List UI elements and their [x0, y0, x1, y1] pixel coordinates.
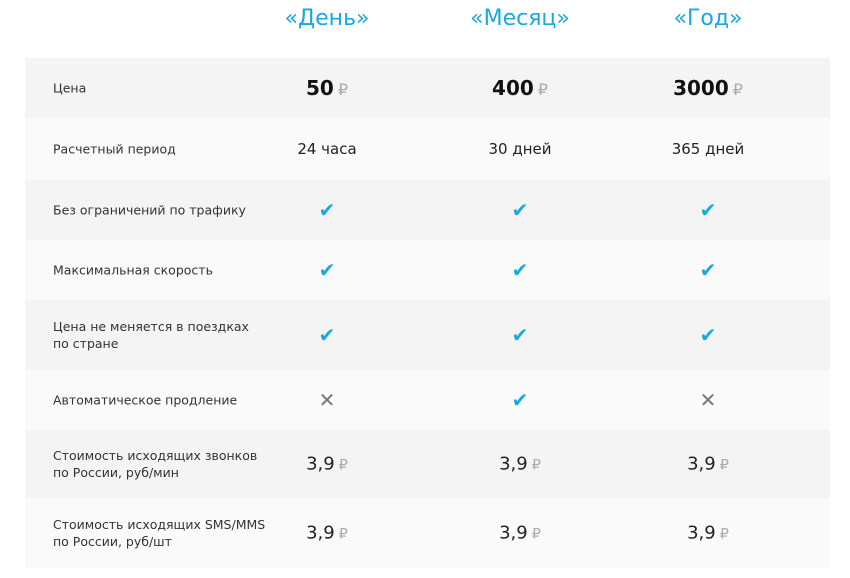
ruble-sign: ₽: [531, 457, 541, 474]
price-value: 400 ₽: [492, 76, 548, 100]
value-text: 50: [305, 76, 334, 100]
plan-month-title: «Месяц»: [470, 6, 570, 31]
price-value: 3,9 ₽: [687, 454, 729, 475]
value-text: 3,9: [687, 453, 716, 475]
value-text: 24 часа: [297, 140, 357, 158]
value-text: 3,9: [499, 453, 528, 475]
check-icon: ✔: [511, 388, 529, 412]
row-label: Стоимость исходящих SMS/MMS по России, р…: [53, 517, 266, 549]
check-icon: ✔: [318, 323, 336, 347]
row-label: Автоматическое продление: [53, 392, 238, 408]
period-value: 30 дней: [488, 140, 551, 158]
value-text: 3,9: [499, 522, 528, 544]
value-text: 3,9: [687, 522, 716, 544]
ruble-sign: ₽: [338, 526, 348, 543]
table-row: Максимальная скорость ✔ ✔ ✔: [25, 240, 830, 300]
ruble-sign: ₽: [719, 526, 729, 543]
price-value: 50 ₽: [306, 76, 348, 100]
ruble-sign: ₽: [531, 526, 541, 543]
ruble-sign: ₽: [719, 457, 729, 474]
check-icon: ✔: [699, 258, 717, 282]
ruble-sign: ₽: [732, 80, 743, 99]
value-text: 30 дней: [488, 140, 552, 158]
cross-icon: ✕: [318, 388, 336, 412]
row-label: Без ограничений по трафику: [53, 202, 246, 218]
value-text: 365 дней: [671, 140, 745, 158]
check-icon: ✔: [699, 198, 717, 222]
row-label: Цена не меняется в поездках по стране: [53, 319, 249, 351]
value-text: 3,9: [306, 453, 335, 475]
ruble-sign: ₽: [338, 457, 348, 474]
period-value: 24 часа: [297, 140, 356, 158]
check-icon: ✔: [511, 198, 529, 222]
cross-icon: ✕: [699, 388, 717, 412]
table-row: Стоимость исходящих звонков по России, р…: [25, 430, 830, 498]
row-label: Расчетный период: [53, 141, 176, 157]
row-label: Цена: [53, 80, 87, 96]
table-row: Цена 50 ₽400 ₽3000 ₽: [25, 58, 830, 118]
price-value: 3,9 ₽: [499, 523, 541, 544]
check-icon: ✔: [511, 323, 529, 347]
value-text: 3,9: [306, 522, 335, 544]
ruble-sign: ₽: [537, 80, 548, 99]
table-row: Расчетный период 24 часа 30 дней 365 дней: [25, 118, 830, 180]
check-icon: ✔: [318, 198, 336, 222]
price-value: 3,9 ₽: [499, 454, 541, 475]
plan-year-title: «Год»: [673, 6, 743, 31]
check-icon: ✔: [318, 258, 336, 282]
period-value: 365 дней: [672, 140, 745, 158]
price-value: 3,9 ₽: [687, 523, 729, 544]
value-text: 3000: [673, 76, 729, 100]
check-icon: ✔: [699, 323, 717, 347]
table-row: Автоматическое продление ✕ ✔ ✕: [25, 370, 830, 430]
value-text: 400: [492, 76, 534, 100]
row-label: Стоимость исходящих звонков по России, р…: [53, 448, 258, 480]
price-value: 3,9 ₽: [306, 454, 348, 475]
price-value: 3,9 ₽: [306, 523, 348, 544]
price-value: 3000 ₽: [673, 76, 743, 100]
row-label: Максимальная скорость: [53, 262, 213, 278]
check-icon: ✔: [511, 258, 529, 282]
table-row: Без ограничений по трафику ✔ ✔ ✔: [25, 180, 830, 240]
table-row: Цена не меняется в поездках по стране ✔ ✔ ✔: [25, 300, 830, 370]
plan-day-title: «День»: [284, 6, 370, 31]
ruble-sign: ₽: [337, 80, 349, 99]
table-row: Стоимость исходящих SMS/MMS по России, р…: [25, 498, 830, 568]
